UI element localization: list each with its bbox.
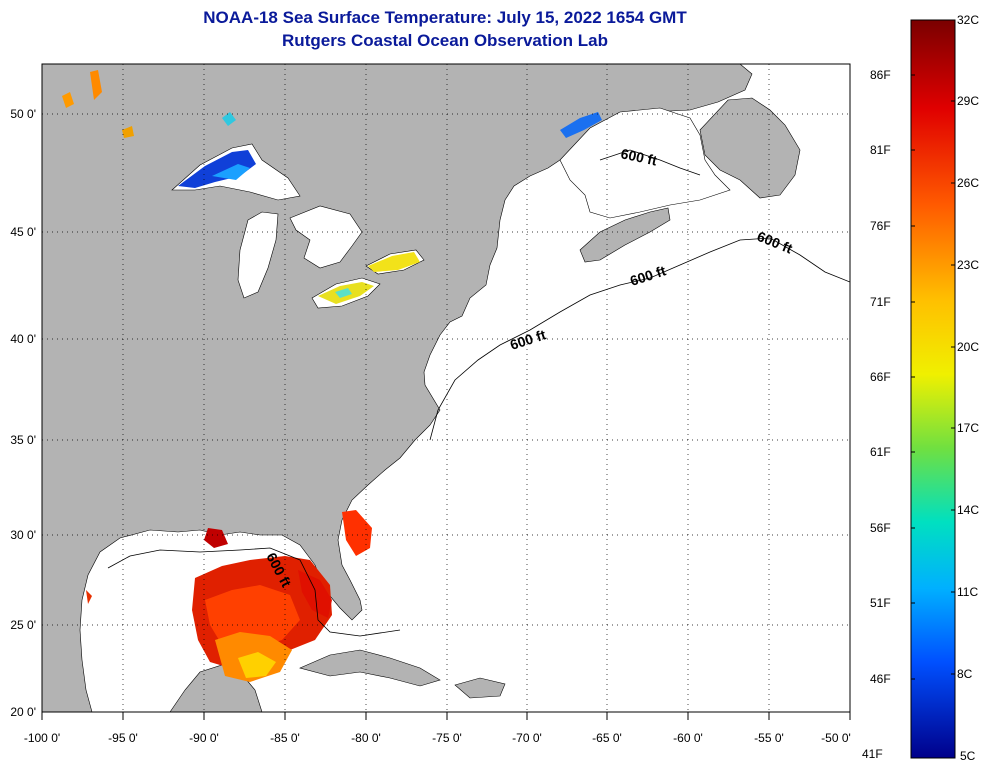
x-tick-label: -55 0' [754,731,784,745]
newfoundland-land [699,97,801,199]
colorbar-f-label: 86F [870,68,891,82]
x-tick-label: -100 0' [23,731,61,745]
colorbar-f-label: 61F [870,445,891,459]
colorbar-c-label: 23C [957,258,980,272]
colorbar-c-label: 8C [957,667,973,681]
x-tick-label: -50 0' [821,731,851,745]
lakes-sst-patches [62,70,602,304]
map-frame [41,63,851,713]
colorbar-f-label: 41F [862,747,883,761]
x-tick-label: -90 0' [189,731,219,745]
y-tick-label: 25 0' [10,618,36,632]
y-tick-label: 35 0' [10,433,36,447]
colorbar-c-label: 17C [957,421,980,435]
colorbar-f-label: 81F [870,143,891,157]
y-tick-label: 20 0' [10,705,36,719]
x-tick-label: -85 0' [270,731,300,745]
map-title: NOAA-18 Sea Surface Temperature: July 15… [203,8,687,27]
colorbar-f-label: 71F [870,295,891,309]
colorbar-f-label: 76F [870,219,891,233]
cuba-land [299,649,441,687]
x-tick-label: -75 0' [432,731,462,745]
gridlines [42,64,850,712]
colorbar-c-label: 26C [957,176,980,190]
colorbar-f-label: 51F [870,596,891,610]
shelf-contour-600ft-north [599,149,701,176]
colorbar-c-label: 5C [960,749,976,763]
colorbar-ticks [911,19,955,680]
hispaniola-land [454,677,506,699]
nova-scotia-land [579,207,671,263]
x-tick-label: -65 0' [592,731,622,745]
y-tick-label: 30 0' [10,528,36,542]
x-tick-label: -60 0' [673,731,703,745]
colorbar-f-label: 56F [870,521,891,535]
shelf-contour-600ft [429,237,850,441]
lake-huron [289,205,363,269]
colorbar-c-label: 29C [957,94,980,108]
y-tick-label: 40 0' [10,332,36,346]
gulf-sst-patches [86,510,372,682]
colorbar-c-label: 20C [957,340,980,354]
x-tick-label: -80 0' [351,731,381,745]
colorbar-f-label: 46F [870,672,891,686]
gulf-st-lawrence [559,107,731,219]
y-tick-label: 50 0' [10,107,36,121]
colorbar [910,19,956,759]
x-tick-marks [41,712,851,720]
colorbar-c-label: 11C [957,585,979,599]
colorbar-c-label: 32C [957,13,980,27]
colorbar-f-label: 66F [870,370,891,384]
contour-label-1: 600 ft [619,145,658,168]
lake-michigan [237,211,279,299]
colorbar-c-label: 14C [957,503,980,517]
x-tick-label: -95 0' [108,731,138,745]
y-tick-label: 45 0' [10,225,36,239]
x-tick-label: -70 0' [512,731,542,745]
map-subtitle: Rutgers Coastal Ocean Observation Lab [282,31,608,50]
